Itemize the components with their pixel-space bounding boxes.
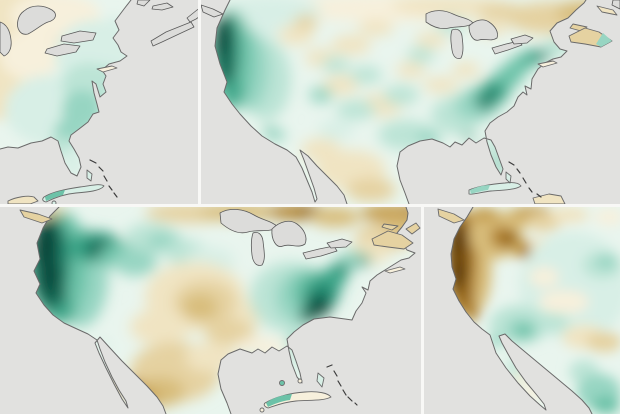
bahamas-islands [86,159,118,198]
cuba-island [42,184,105,204]
great-lakes [425,10,534,59]
coastline [33,207,416,414]
bahamas-islands [505,161,542,198]
bahamas-islands [316,364,358,406]
map-panel-top-right [201,0,620,204]
map-top-left-svg [0,0,198,204]
cuba-island [468,182,522,195]
coastline [214,0,587,204]
map-panel-top-left [0,0,198,204]
great-lakes [0,5,97,57]
maritime-islands [371,222,421,274]
great-lakes [219,209,353,266]
vancouver-island [201,4,224,18]
maritime-islands [96,0,198,73]
vancouver-island [19,209,53,224]
maritime-islands [537,0,620,68]
coastline [450,207,593,414]
map-bottom-left-svg [0,207,421,414]
yucatan-tip [7,195,39,204]
coastline [0,0,132,177]
map-top-right-svg [201,0,620,204]
map-panel-bottom-right [424,207,620,414]
vancouver-island [437,208,465,224]
map-panel-bottom-left [0,207,421,414]
map-bottom-right-svg [424,207,620,414]
cuba-island [259,378,332,413]
